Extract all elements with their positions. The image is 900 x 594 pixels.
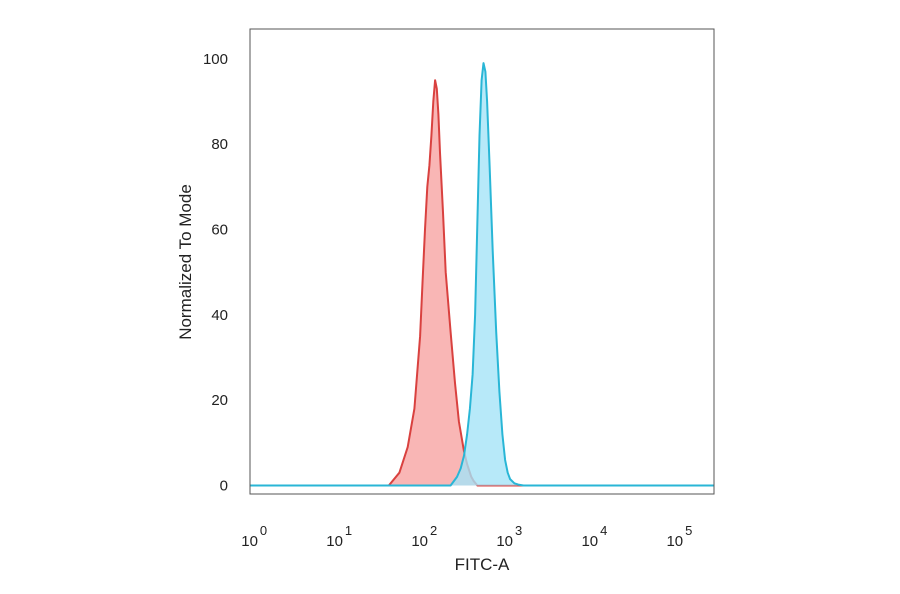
series-layer bbox=[250, 62, 714, 487]
x-tick-label: 104 bbox=[581, 523, 607, 550]
y-tick-label: 100 bbox=[203, 51, 228, 68]
x-tick-label: 103 bbox=[496, 523, 522, 550]
x-tick-label: 102 bbox=[411, 523, 437, 550]
x-axis-ticks: 100 101 102 103 104 105 bbox=[241, 523, 692, 550]
series-2-area bbox=[250, 63, 714, 486]
y-axis-ticks: 0 20 40 60 80 100 bbox=[203, 51, 228, 495]
y-tick-label: 40 bbox=[211, 307, 228, 324]
y-tick-label: 80 bbox=[211, 136, 228, 153]
y-tick-label: 0 bbox=[220, 478, 228, 495]
x-axis-title: FITC-A bbox=[455, 555, 510, 574]
y-axis-title: Normalized To Mode bbox=[176, 184, 195, 340]
x-tick-label: 105 bbox=[666, 523, 692, 550]
plot-frame bbox=[249, 28, 715, 495]
y-tick-label: 20 bbox=[211, 392, 228, 409]
series-2-line bbox=[250, 62, 714, 487]
x-tick-label: 100 bbox=[241, 523, 267, 550]
x-tick-label: 101 bbox=[326, 523, 352, 550]
y-tick-label: 60 bbox=[211, 222, 228, 239]
